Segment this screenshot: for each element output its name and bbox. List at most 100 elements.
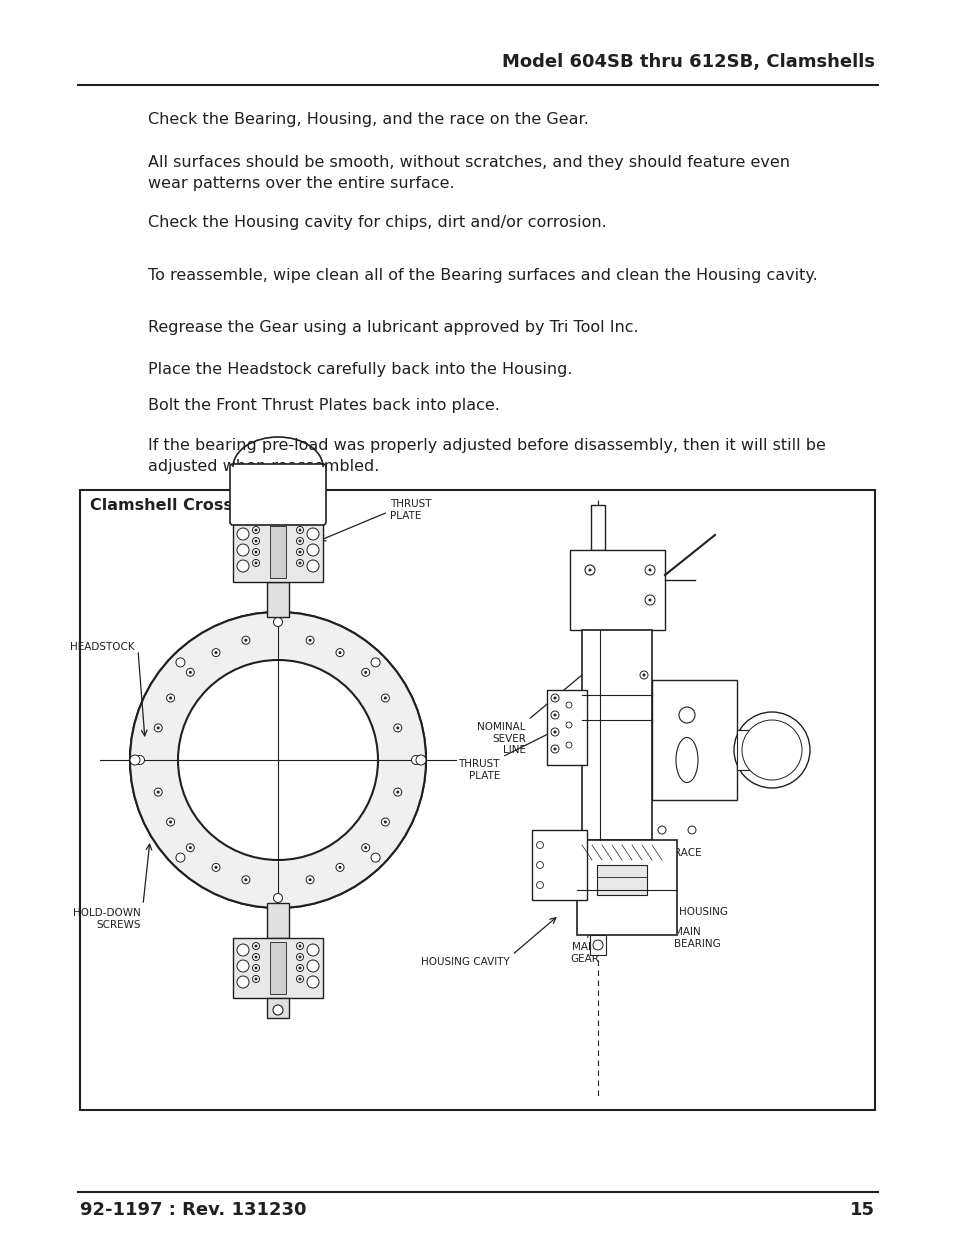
Circle shape: [553, 730, 556, 734]
Bar: [267, 903, 289, 939]
Text: Place the Headstock carefully back into the Housing.: Place the Headstock carefully back into …: [148, 362, 572, 377]
Circle shape: [298, 562, 301, 564]
Text: Regrease the Gear using a lubricant approved by Tri Tool Inc.: Regrease the Gear using a lubricant appr…: [148, 320, 638, 335]
Circle shape: [335, 648, 344, 657]
Circle shape: [254, 551, 257, 553]
Circle shape: [298, 967, 301, 969]
Circle shape: [253, 965, 259, 972]
Text: To reassemble, wipe clean all of the Bearing surfaces and clean the Housing cavi: To reassemble, wipe clean all of the Bea…: [148, 268, 817, 283]
Circle shape: [254, 956, 257, 958]
Circle shape: [296, 953, 303, 961]
Text: Check the Housing cavity for chips, dirt and/or corrosion.: Check the Housing cavity for chips, dirt…: [148, 215, 606, 230]
Circle shape: [361, 844, 370, 852]
Circle shape: [679, 706, 695, 722]
Circle shape: [254, 540, 257, 542]
Circle shape: [298, 540, 301, 542]
Circle shape: [639, 671, 647, 679]
Ellipse shape: [676, 737, 698, 783]
Bar: [270, 526, 286, 578]
Circle shape: [536, 882, 543, 888]
Text: Bolt the Front Thrust Plates back into place.: Bolt the Front Thrust Plates back into p…: [148, 398, 499, 412]
Circle shape: [308, 878, 312, 882]
Circle shape: [253, 976, 259, 983]
Text: HOUSING CAVITY: HOUSING CAVITY: [421, 957, 510, 967]
Circle shape: [383, 820, 387, 824]
Circle shape: [244, 878, 247, 882]
Text: If the bearing pre-load was properly adjusted before disassembly, then it will s: If the bearing pre-load was properly adj…: [148, 438, 825, 474]
Circle shape: [306, 636, 314, 645]
Circle shape: [212, 648, 220, 657]
Circle shape: [296, 537, 303, 545]
Circle shape: [371, 658, 379, 667]
Circle shape: [298, 945, 301, 947]
Text: 15: 15: [849, 1200, 874, 1219]
Circle shape: [536, 862, 543, 868]
Circle shape: [641, 673, 645, 677]
Circle shape: [298, 551, 301, 553]
Circle shape: [553, 697, 556, 699]
Circle shape: [565, 722, 572, 727]
Text: RACE: RACE: [673, 848, 700, 858]
Circle shape: [551, 694, 558, 701]
Bar: [577, 840, 677, 935]
Text: Model 604SB thru 612SB, Clamshells: Model 604SB thru 612SB, Clamshells: [501, 53, 874, 70]
Circle shape: [395, 790, 399, 794]
Circle shape: [361, 668, 370, 677]
Circle shape: [296, 965, 303, 972]
Circle shape: [364, 671, 367, 674]
Circle shape: [335, 863, 344, 872]
Circle shape: [175, 853, 185, 862]
Circle shape: [307, 976, 318, 988]
Bar: [737, 730, 771, 769]
Circle shape: [253, 548, 259, 556]
Circle shape: [644, 564, 655, 576]
Circle shape: [394, 724, 401, 732]
Circle shape: [307, 543, 318, 556]
Text: THRUST
PLATE: THRUST PLATE: [390, 499, 431, 521]
Circle shape: [536, 841, 543, 848]
Circle shape: [551, 745, 558, 753]
Circle shape: [253, 942, 259, 950]
Circle shape: [167, 694, 174, 701]
Bar: [569, 550, 664, 630]
Circle shape: [236, 529, 249, 540]
Circle shape: [253, 537, 259, 545]
Circle shape: [253, 953, 259, 961]
Bar: [270, 942, 286, 994]
Circle shape: [298, 978, 301, 981]
Text: Clamshell Cross Section: Clamshell Cross Section: [90, 498, 306, 513]
Circle shape: [212, 863, 220, 872]
Circle shape: [242, 876, 250, 884]
Circle shape: [296, 526, 303, 534]
Circle shape: [154, 724, 162, 732]
Circle shape: [186, 668, 194, 677]
FancyBboxPatch shape: [230, 464, 326, 525]
Circle shape: [687, 826, 696, 834]
Text: MAIN
BEARING: MAIN BEARING: [673, 927, 720, 948]
Circle shape: [254, 562, 257, 564]
Circle shape: [236, 976, 249, 988]
Bar: [651, 680, 737, 800]
Circle shape: [253, 559, 259, 567]
Circle shape: [244, 638, 247, 642]
Circle shape: [130, 755, 140, 764]
Text: HEADSTOCK: HEADSTOCK: [71, 642, 135, 652]
Circle shape: [298, 529, 301, 531]
Circle shape: [371, 853, 379, 862]
Text: 92-1197 : Rev. 131230: 92-1197 : Rev. 131230: [80, 1200, 306, 1219]
Circle shape: [553, 747, 556, 751]
Bar: [589, 935, 605, 955]
Bar: [532, 830, 586, 900]
Circle shape: [236, 960, 249, 972]
Wedge shape: [130, 613, 426, 908]
Bar: [80, 490, 874, 1110]
Circle shape: [296, 976, 303, 983]
Circle shape: [254, 978, 257, 981]
Circle shape: [189, 846, 192, 850]
Circle shape: [308, 638, 312, 642]
Circle shape: [236, 559, 249, 572]
Circle shape: [236, 543, 249, 556]
Circle shape: [135, 756, 144, 764]
Bar: [233, 939, 323, 998]
Circle shape: [565, 742, 572, 748]
